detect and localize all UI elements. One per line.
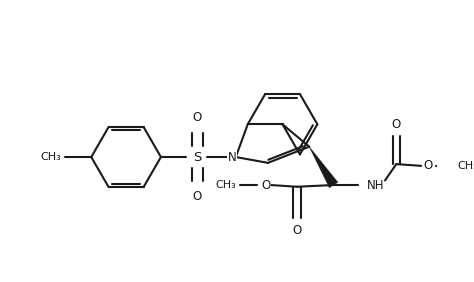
Text: N: N — [228, 151, 237, 164]
Text: S: S — [193, 151, 201, 164]
Text: O: O — [193, 190, 202, 203]
Text: CH₃: CH₃ — [457, 161, 474, 171]
Text: O: O — [423, 159, 432, 172]
Text: NH: NH — [367, 179, 384, 191]
Polygon shape — [309, 147, 338, 188]
Text: CH₃: CH₃ — [215, 180, 236, 190]
Text: O: O — [261, 179, 270, 191]
Text: O: O — [392, 118, 401, 131]
Text: O: O — [292, 224, 301, 237]
Text: O: O — [193, 111, 202, 124]
Text: CH₃: CH₃ — [40, 152, 61, 162]
